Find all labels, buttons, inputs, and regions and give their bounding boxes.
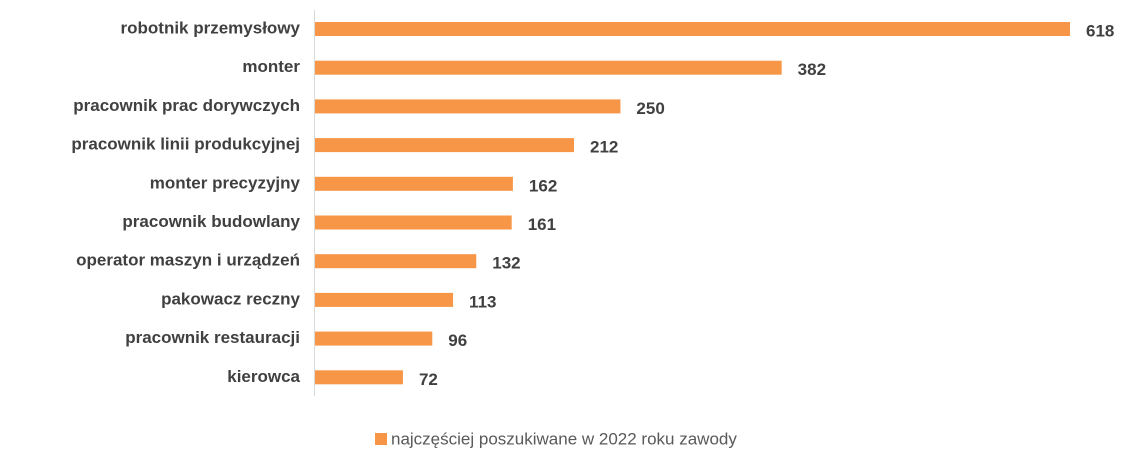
- y-tick-label: monter: [242, 57, 300, 76]
- y-tick-label: pakowacz reczny: [161, 289, 300, 308]
- y-tick-label: pracownik prac dorywczych: [73, 96, 300, 115]
- bar: [315, 22, 1070, 36]
- bar: [315, 176, 513, 191]
- data-label: 161: [528, 215, 556, 234]
- bar: [315, 60, 782, 75]
- y-tick-label: robotnik przemysłowy: [121, 18, 301, 37]
- data-label: 618: [1086, 21, 1114, 40]
- bar: [315, 292, 454, 307]
- legend-label: najczęściej poszukiwane w 2022 roku zawo…: [391, 429, 737, 448]
- bar: [315, 138, 574, 153]
- bar: [315, 331, 433, 346]
- y-tick-label: pracownik restauracji: [125, 328, 300, 347]
- bar: [315, 254, 477, 269]
- bar: [315, 99, 621, 114]
- y-tick-label: pracownik linii produkcyjnej: [71, 135, 300, 154]
- data-label: 96: [448, 331, 467, 350]
- bar: [315, 215, 512, 230]
- data-label: 132: [492, 254, 520, 273]
- legend-swatch: [375, 433, 387, 445]
- bar: [315, 370, 403, 385]
- data-label: 72: [419, 370, 438, 389]
- data-label: 212: [590, 138, 618, 157]
- data-label: 113: [469, 292, 496, 311]
- y-tick-label: monter precyzyjny: [150, 173, 301, 192]
- data-label: 382: [798, 60, 826, 79]
- data-label: 250: [636, 99, 664, 118]
- y-tick-label: pracownik budowlany: [122, 212, 300, 231]
- y-tick-label: operator maszyn i urządzeń: [76, 251, 300, 270]
- y-tick-label: kierowca: [227, 367, 300, 386]
- data-label: 162: [529, 176, 557, 195]
